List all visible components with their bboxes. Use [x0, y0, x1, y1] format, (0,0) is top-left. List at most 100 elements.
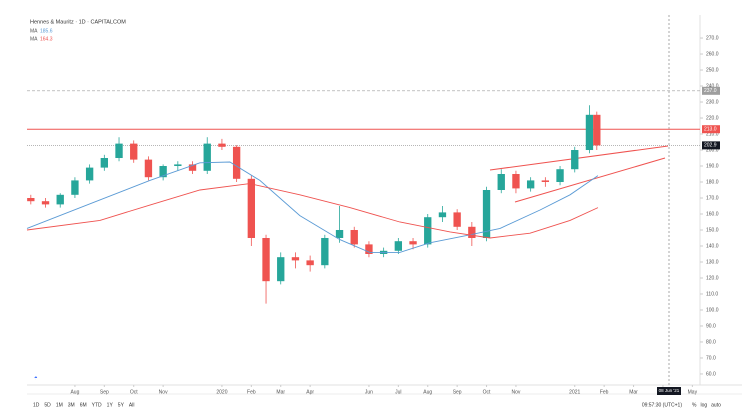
y-tick-label: 140.0	[706, 243, 719, 249]
price-tag-label: 213.0	[704, 127, 717, 133]
symbol-title: Hennes & Mauritz · 1D · CAPITALCOM	[30, 19, 126, 25]
x-tick-label: Nov	[511, 389, 520, 395]
x-tick-label: Mar	[276, 389, 285, 395]
moving-average	[26, 183, 599, 239]
candle-body	[335, 229, 344, 238]
x-tick-label: Jul	[395, 389, 401, 395]
range-button[interactable]: 5Y	[118, 402, 125, 408]
candle-body	[71, 180, 79, 195]
candle-body	[409, 241, 417, 245]
candle-body	[306, 260, 314, 266]
candle-body	[365, 244, 373, 254]
candle-body	[247, 178, 256, 238]
candle-body	[232, 146, 241, 179]
range-button[interactable]: 6M	[80, 402, 87, 408]
candle-body	[56, 194, 64, 205]
x-tick-label: Feb	[600, 389, 609, 395]
y-tick-label: 210.0	[706, 131, 719, 137]
logo: ◓	[34, 376, 38, 382]
legend-value: 185.6	[40, 28, 53, 34]
price-tag-label: 237.0	[704, 88, 717, 94]
candle-body	[321, 237, 329, 266]
y-tick-label: 100.0	[706, 307, 719, 313]
candle-body	[115, 143, 123, 159]
candle-body	[174, 164, 182, 167]
x-tick-label: May	[688, 389, 698, 395]
candle-body	[218, 143, 226, 147]
range-button[interactable]: 5D	[44, 402, 51, 408]
range-button[interactable]: 1Y	[107, 402, 114, 408]
x-tick-label: Jun	[365, 389, 373, 395]
candle-body	[585, 114, 594, 151]
price-tag	[702, 141, 720, 150]
y-tick-label: 150.0	[706, 227, 719, 233]
x-tick-label: Oct	[483, 389, 491, 395]
trend-line[interactable]	[514, 157, 666, 203]
candle-body	[188, 164, 197, 171]
candle-body	[350, 229, 358, 245]
y-tick-label: 230.0	[706, 99, 719, 105]
candle-body	[571, 150, 579, 170]
x-tick-label: 2020	[216, 389, 227, 395]
candle-body	[556, 169, 564, 183]
scale-button[interactable]: auto	[711, 402, 721, 408]
x-tick-label: Feb	[247, 389, 256, 395]
price-tag	[702, 86, 720, 95]
x-tick-label: Nov	[159, 389, 168, 395]
candle-body	[526, 180, 535, 189]
price-tag	[702, 125, 720, 134]
y-tick-label: 60.0	[706, 371, 716, 377]
x-tick-label: Aug	[423, 389, 432, 395]
range-button[interactable]: YTD	[92, 402, 102, 408]
candle-body	[394, 241, 403, 251]
y-tick-label: 240.0	[706, 83, 719, 89]
candle-body	[85, 167, 94, 181]
scale-button[interactable]: log	[700, 402, 707, 408]
x-tick-label: 2021	[569, 389, 580, 395]
trend-line[interactable]	[489, 145, 669, 171]
legend-value: 164.3	[40, 36, 53, 42]
cursor-date: 08 Jun '21	[659, 388, 680, 393]
x-tick-label: Oct	[130, 389, 138, 395]
clock: 09:57:30 (UTC+1)	[642, 402, 682, 408]
moving-average	[26, 161, 599, 253]
candle-body	[203, 143, 211, 171]
y-tick-label: 130.0	[706, 259, 719, 265]
candle-body	[497, 174, 505, 191]
y-tick-label: 160.0	[706, 211, 719, 217]
candle-body	[277, 257, 285, 282]
range-button[interactable]: 1M	[56, 402, 63, 408]
candle-body	[144, 159, 153, 178]
y-tick-label: 180.0	[706, 179, 719, 185]
candle-body	[453, 212, 461, 227]
candle-body	[512, 174, 520, 189]
candle-body	[27, 198, 35, 202]
candle-body	[593, 114, 601, 146]
range-button[interactable]: 1D	[33, 402, 40, 408]
x-tick-label: Sep	[100, 389, 109, 395]
y-tick-label: 170.0	[706, 195, 719, 201]
candle-body	[130, 143, 138, 160]
x-tick-label: Mar	[629, 389, 638, 395]
candle-body	[100, 158, 109, 168]
candle-body	[424, 217, 432, 245]
candle-body	[159, 166, 167, 178]
scale-button[interactable]: %	[692, 402, 697, 408]
y-tick-label: 110.0	[706, 291, 718, 297]
y-tick-label: 220.0	[706, 115, 719, 121]
y-tick-label: 90.0	[706, 323, 716, 329]
price-tag-label: 202.9	[704, 143, 717, 149]
legend-name: MA	[30, 36, 38, 42]
candle-body	[482, 190, 491, 238]
y-tick-label: 250.0	[706, 67, 719, 73]
y-tick-label: 80.0	[706, 339, 716, 345]
range-button[interactable]: All	[129, 402, 135, 408]
range-button[interactable]: 3M	[68, 402, 75, 408]
candle-body	[468, 226, 476, 238]
candle-body	[262, 237, 270, 282]
x-tick-label: Sep	[453, 389, 462, 395]
legend-name: MA	[30, 28, 38, 34]
x-tick-label: Apr	[306, 389, 314, 395]
y-tick-label: 270.0	[706, 35, 719, 41]
